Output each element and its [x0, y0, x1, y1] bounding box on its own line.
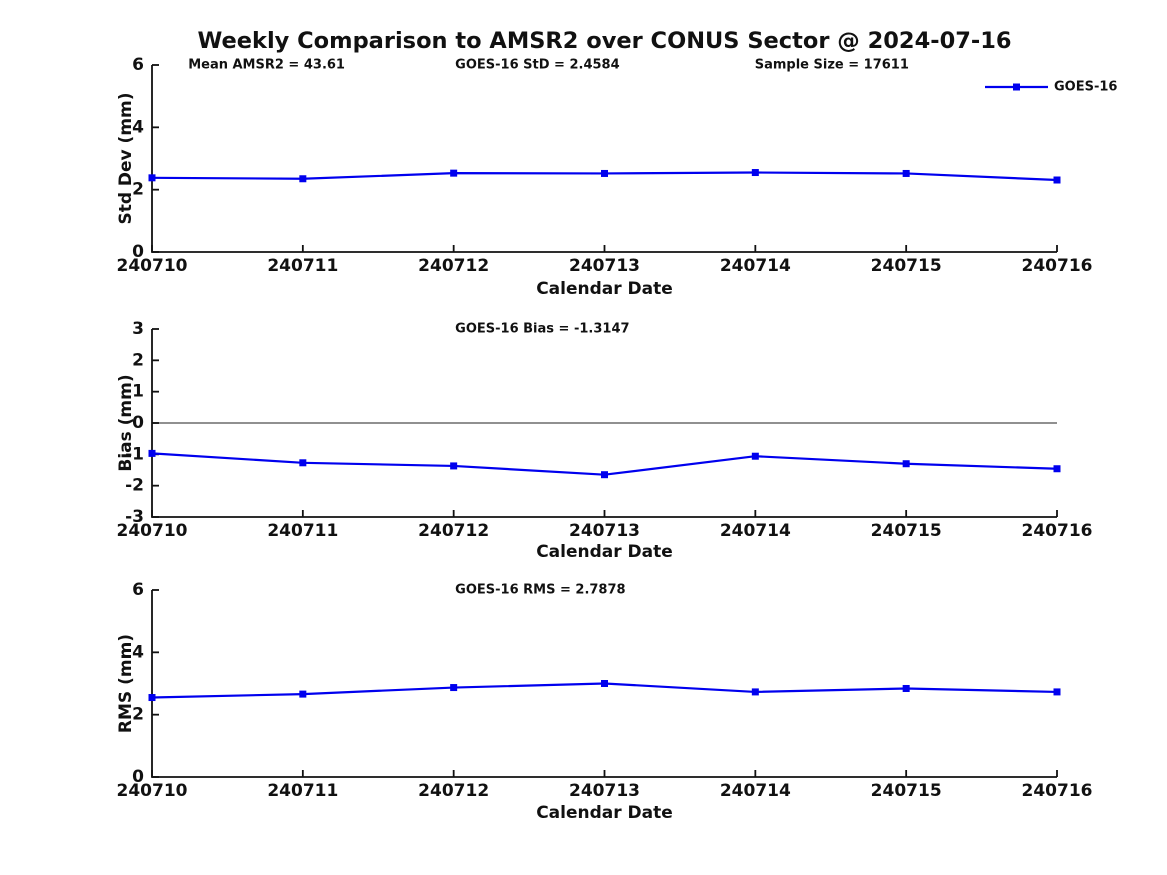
y-tick-label: 2	[132, 350, 144, 370]
y-tick-label: 6	[132, 55, 144, 75]
data-point-marker	[299, 175, 307, 183]
y-tick-label: 3	[132, 319, 144, 339]
legend-marker	[1013, 83, 1020, 91]
y-axis-title: RMS (mm)	[116, 634, 136, 733]
data-point-marker	[450, 684, 458, 692]
y-tick-label: 6	[132, 580, 144, 600]
x-axis-title: Calendar Date	[536, 542, 673, 562]
annotation-text: GOES-16 Bias = -1.3147	[455, 322, 629, 337]
data-point-marker	[148, 694, 156, 702]
y-tick-label: 2	[132, 705, 144, 725]
x-tick-label: 240711	[267, 521, 338, 541]
x-tick-label: 240710	[117, 256, 188, 276]
x-tick-label: 240713	[569, 781, 640, 801]
x-tick-label: 240715	[871, 521, 942, 541]
data-point-marker	[751, 452, 759, 460]
data-point-marker	[601, 680, 608, 687]
legend: GOES-16	[985, 80, 1117, 95]
data-point-marker	[751, 169, 759, 177]
annotation-text: Sample Size = 17611	[755, 58, 909, 73]
y-tick-label: -2	[125, 476, 144, 496]
data-point-marker	[902, 684, 910, 692]
y-tick-label: 1	[132, 382, 144, 402]
x-tick-label: 240710	[117, 781, 188, 801]
data-point-marker	[148, 174, 156, 182]
x-tick-label: 240716	[1022, 521, 1093, 541]
x-tick-label: 240715	[871, 781, 942, 801]
x-tick-label: 240714	[720, 256, 791, 276]
y-tick-label: 0	[132, 767, 144, 787]
data-point-marker	[450, 169, 458, 177]
data-point-marker	[299, 459, 307, 467]
x-tick-label: 240712	[418, 256, 489, 276]
x-axis-title: Calendar Date	[536, 803, 673, 823]
subplot-std-dev: 0 2 4 6 240710 240711 240712 240713 240714 240715…	[116, 55, 1117, 299]
data-point-marker	[450, 462, 458, 470]
data-point-marker	[148, 449, 156, 457]
y-axis-title: Bias (mm)	[116, 374, 136, 471]
subplot-rms: 0 2 4 6 240710 240711 240712 240713 240714 240715…	[116, 580, 1092, 823]
data-point-marker	[1053, 688, 1061, 696]
x-tick-label: 240711	[267, 256, 338, 276]
x-tick-label: 240716	[1022, 781, 1093, 801]
x-tick-label: 240713	[569, 256, 640, 276]
x-tick-label: 240715	[871, 256, 942, 276]
y-tick-label: 2	[132, 180, 144, 200]
y-tick-label: 0	[132, 242, 144, 262]
annotation-text: GOES-16 StD = 2.4584	[455, 58, 619, 73]
data-point-marker	[299, 690, 307, 698]
y-tick-label: 4	[132, 117, 144, 137]
y-tick-label: 4	[132, 642, 144, 662]
chart-title: Weekly Comparison to AMSR2 over CONUS Se…	[197, 28, 1012, 54]
x-tick-label: 240712	[418, 781, 489, 801]
x-tick-label: 240710	[117, 521, 188, 541]
data-point-marker	[751, 688, 759, 696]
x-tick-label: 240714	[720, 781, 791, 801]
data-point-marker	[601, 471, 608, 479]
x-tick-label: 240714	[720, 521, 791, 541]
data-point-marker	[1053, 176, 1061, 184]
axis-line	[151, 65, 1057, 253]
y-tick-label: -1	[125, 444, 144, 464]
y-axis-title: Std Dev (mm)	[116, 92, 136, 224]
data-point-marker	[601, 169, 608, 177]
data-point-marker	[902, 169, 910, 177]
y-tick-label: -3	[125, 507, 144, 527]
x-tick-label: 240716	[1022, 256, 1093, 276]
annotation-text: Mean AMSR2 = 43.61	[188, 58, 345, 73]
annotation-text: GOES-16 RMS = 2.7878	[455, 583, 625, 598]
x-tick-label: 240712	[418, 521, 489, 541]
data-point-marker	[1053, 465, 1061, 473]
x-tick-label: 240713	[569, 521, 640, 541]
legend-label: GOES-16	[1054, 80, 1117, 95]
subplot-bias: -3 -2 -1 0 1 2 3 240710 240711 240712 240713 240714…	[116, 319, 1092, 562]
y-tick-label: 0	[132, 413, 144, 433]
x-tick-label: 240711	[267, 781, 338, 801]
data-point-marker	[902, 460, 910, 468]
x-axis-title: Calendar Date	[536, 279, 673, 299]
